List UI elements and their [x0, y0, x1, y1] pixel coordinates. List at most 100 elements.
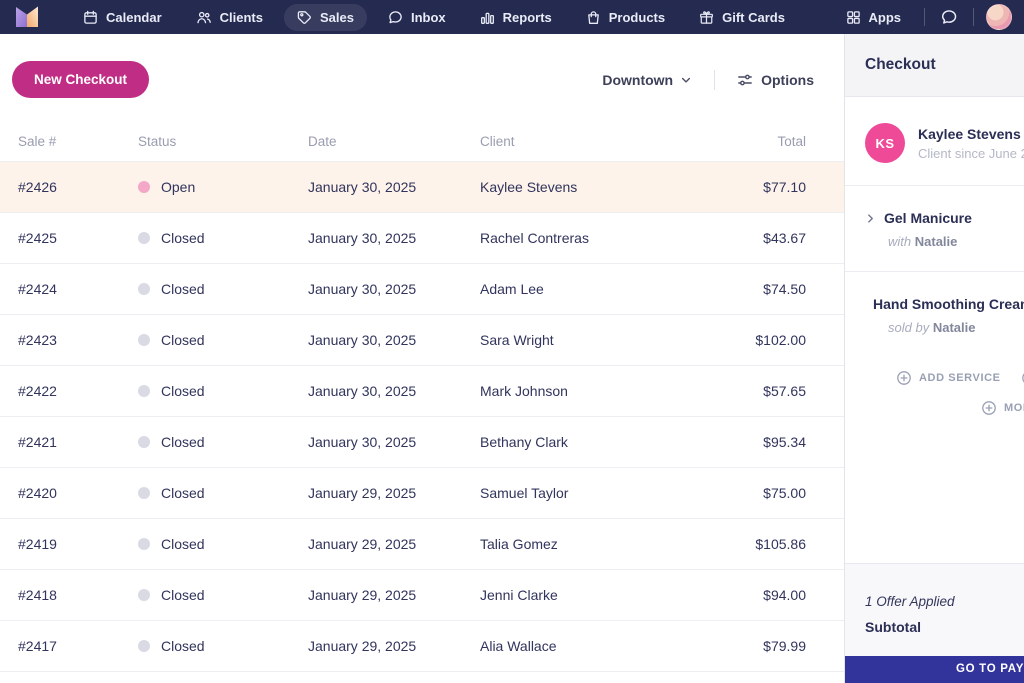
sales-page: New Checkout Downtown Options Sale # Sta…	[0, 34, 844, 683]
client-since: Client since June 20	[918, 145, 1024, 161]
status-dot	[138, 232, 150, 244]
checkout-panel: Checkout KS Kaylee Stevens Client since …	[844, 34, 1024, 683]
table-row[interactable]: #2421 Closed January 30, 2025 Bethany Cl…	[0, 417, 844, 468]
table-row[interactable]: #2417 Closed January 29, 2025 Alia Walla…	[0, 621, 844, 672]
products-bag-icon	[587, 10, 599, 24]
product-staff-line: sold by Natalie	[888, 320, 1024, 335]
nav-item-clients[interactable]: Clients	[183, 4, 276, 31]
service-staff-line: with Natalie	[888, 234, 1024, 249]
sale-total: $79.99	[763, 638, 806, 654]
clients-icon	[196, 11, 211, 23]
options-button[interactable]: Options	[737, 72, 814, 88]
sale-number: #2419	[18, 536, 57, 552]
status-label: Closed	[161, 230, 205, 246]
status-label: Closed	[161, 587, 205, 603]
chevron-right-icon	[868, 213, 873, 223]
column-date: Date	[308, 134, 337, 149]
service-name: Gel Manicure	[884, 210, 972, 226]
sale-date: January 29, 2025	[308, 587, 417, 603]
inbox-icon	[389, 10, 402, 23]
more-button[interactable]: MORE	[981, 400, 1024, 416]
table-row[interactable]: #2426 Open January 30, 2025 Kaylee Steve…	[0, 162, 844, 213]
sale-total: $95.34	[763, 434, 806, 450]
status-label: Closed	[161, 485, 205, 501]
sale-client: Samuel Taylor	[480, 485, 569, 501]
sale-client: Kaylee Stevens	[480, 179, 578, 195]
app-logo[interactable]	[14, 5, 50, 29]
sale-client: Sara Wright	[480, 332, 554, 348]
sale-status: Closed	[138, 230, 308, 246]
status-label: Closed	[161, 332, 205, 348]
status-dot	[138, 283, 150, 295]
plus-circle-icon	[897, 371, 911, 385]
user-avatar[interactable]	[986, 4, 1012, 30]
service-row-toggle[interactable]: Gel Manicure	[865, 210, 1024, 226]
offer-applied-note: 1 Offer Applied	[865, 594, 955, 609]
sale-status: Closed	[138, 587, 308, 603]
chat-button[interactable]	[935, 3, 963, 31]
sale-client: Adam Lee	[480, 281, 544, 297]
status-dot	[138, 181, 150, 193]
sale-client: Mark Johnson	[480, 383, 568, 399]
table-row[interactable]: #2425 Closed January 30, 2025 Rachel Con…	[0, 213, 844, 264]
nav-item-label: Inbox	[410, 9, 446, 25]
toolbar-divider	[714, 69, 716, 90]
sale-date: January 30, 2025	[308, 383, 417, 399]
sale-status: Closed	[138, 383, 308, 399]
location-dropdown[interactable]: Downtown	[602, 72, 692, 88]
nav-item-calendar[interactable]: Calendar	[70, 4, 175, 31]
nav-item-label: Reports	[502, 9, 552, 25]
more-label: MORE	[1004, 402, 1024, 414]
add-product-button[interactable]	[1021, 370, 1024, 386]
status-dot	[138, 487, 150, 499]
sale-status: Closed	[138, 281, 308, 297]
nav-divider	[924, 8, 925, 26]
apps-grid-icon	[846, 10, 860, 24]
add-service-button[interactable]: ADD SERVICE	[896, 370, 1001, 386]
plus-circle-icon	[982, 401, 996, 415]
table-row[interactable]: #2418 Closed January 29, 2025 Jenni Clar…	[0, 570, 844, 621]
table-row[interactable]: #2419 Closed January 29, 2025 Talia Gome…	[0, 519, 844, 570]
checkout-client[interactable]: KS Kaylee Stevens Client since June 20	[845, 97, 1024, 186]
sales-table-body: #2426 Open January 30, 2025 Kaylee Steve…	[0, 162, 844, 672]
sale-total: $57.65	[763, 383, 806, 399]
table-row[interactable]: #2423 Closed January 30, 2025 Sara Wrigh…	[0, 315, 844, 366]
sale-number: #2421	[18, 434, 57, 450]
column-sale-number: Sale #	[18, 134, 57, 149]
nav-item-sales[interactable]: Sales	[283, 3, 367, 31]
sales-tag-icon	[297, 10, 311, 24]
calendar-icon	[84, 10, 97, 24]
status-label: Closed	[161, 536, 205, 552]
sale-status: Closed	[138, 485, 308, 501]
table-row[interactable]: #2424 Closed January 30, 2025 Adam Lee $…	[0, 264, 844, 315]
table-row[interactable]: #2422 Closed January 30, 2025 Mark Johns…	[0, 366, 844, 417]
nav-item-inbox[interactable]: Inbox	[375, 4, 459, 31]
product-row-toggle[interactable]: Hand Smoothing Cream	[865, 296, 1024, 312]
new-checkout-button[interactable]: New Checkout	[12, 61, 150, 98]
sale-date: January 29, 2025	[308, 638, 417, 654]
nav-item-label: Apps	[868, 9, 902, 25]
nav-item-label: Clients	[219, 9, 263, 25]
options-label: Options	[761, 71, 814, 88]
sale-date: January 30, 2025	[308, 434, 417, 450]
nav-item-gift-cards[interactable]: Gift Cards	[686, 4, 798, 31]
table-row[interactable]: #2420 Closed January 29, 2025 Samuel Tay…	[0, 468, 844, 519]
status-label: Closed	[161, 281, 205, 297]
nav-item-reports[interactable]: Reports	[467, 4, 565, 31]
checkout-line-item: Hand Smoothing Cream sold by Natalie	[845, 272, 1024, 357]
sale-number: #2420	[18, 485, 57, 501]
nav-item-label: Gift Cards	[722, 9, 785, 25]
sale-number: #2418	[18, 587, 57, 603]
client-info: Kaylee Stevens Client since June 20	[918, 126, 1024, 161]
sale-date: January 30, 2025	[308, 179, 417, 195]
nav-item-apps[interactable]: Apps	[833, 4, 915, 31]
status-label: Open	[161, 179, 196, 195]
status-label: Closed	[161, 638, 205, 654]
nav-item-products[interactable]: Products	[573, 4, 678, 31]
checkout-summary: 1 Offer Applied Subtotal	[845, 563, 1024, 656]
sale-client: Talia Gomez	[480, 536, 558, 552]
sale-total: $75.00	[763, 485, 806, 501]
go-to-payment-button[interactable]: GO TO PAYMENT	[845, 656, 1024, 683]
plus-circle-icon	[1021, 372, 1024, 384]
status-dot	[138, 385, 150, 397]
